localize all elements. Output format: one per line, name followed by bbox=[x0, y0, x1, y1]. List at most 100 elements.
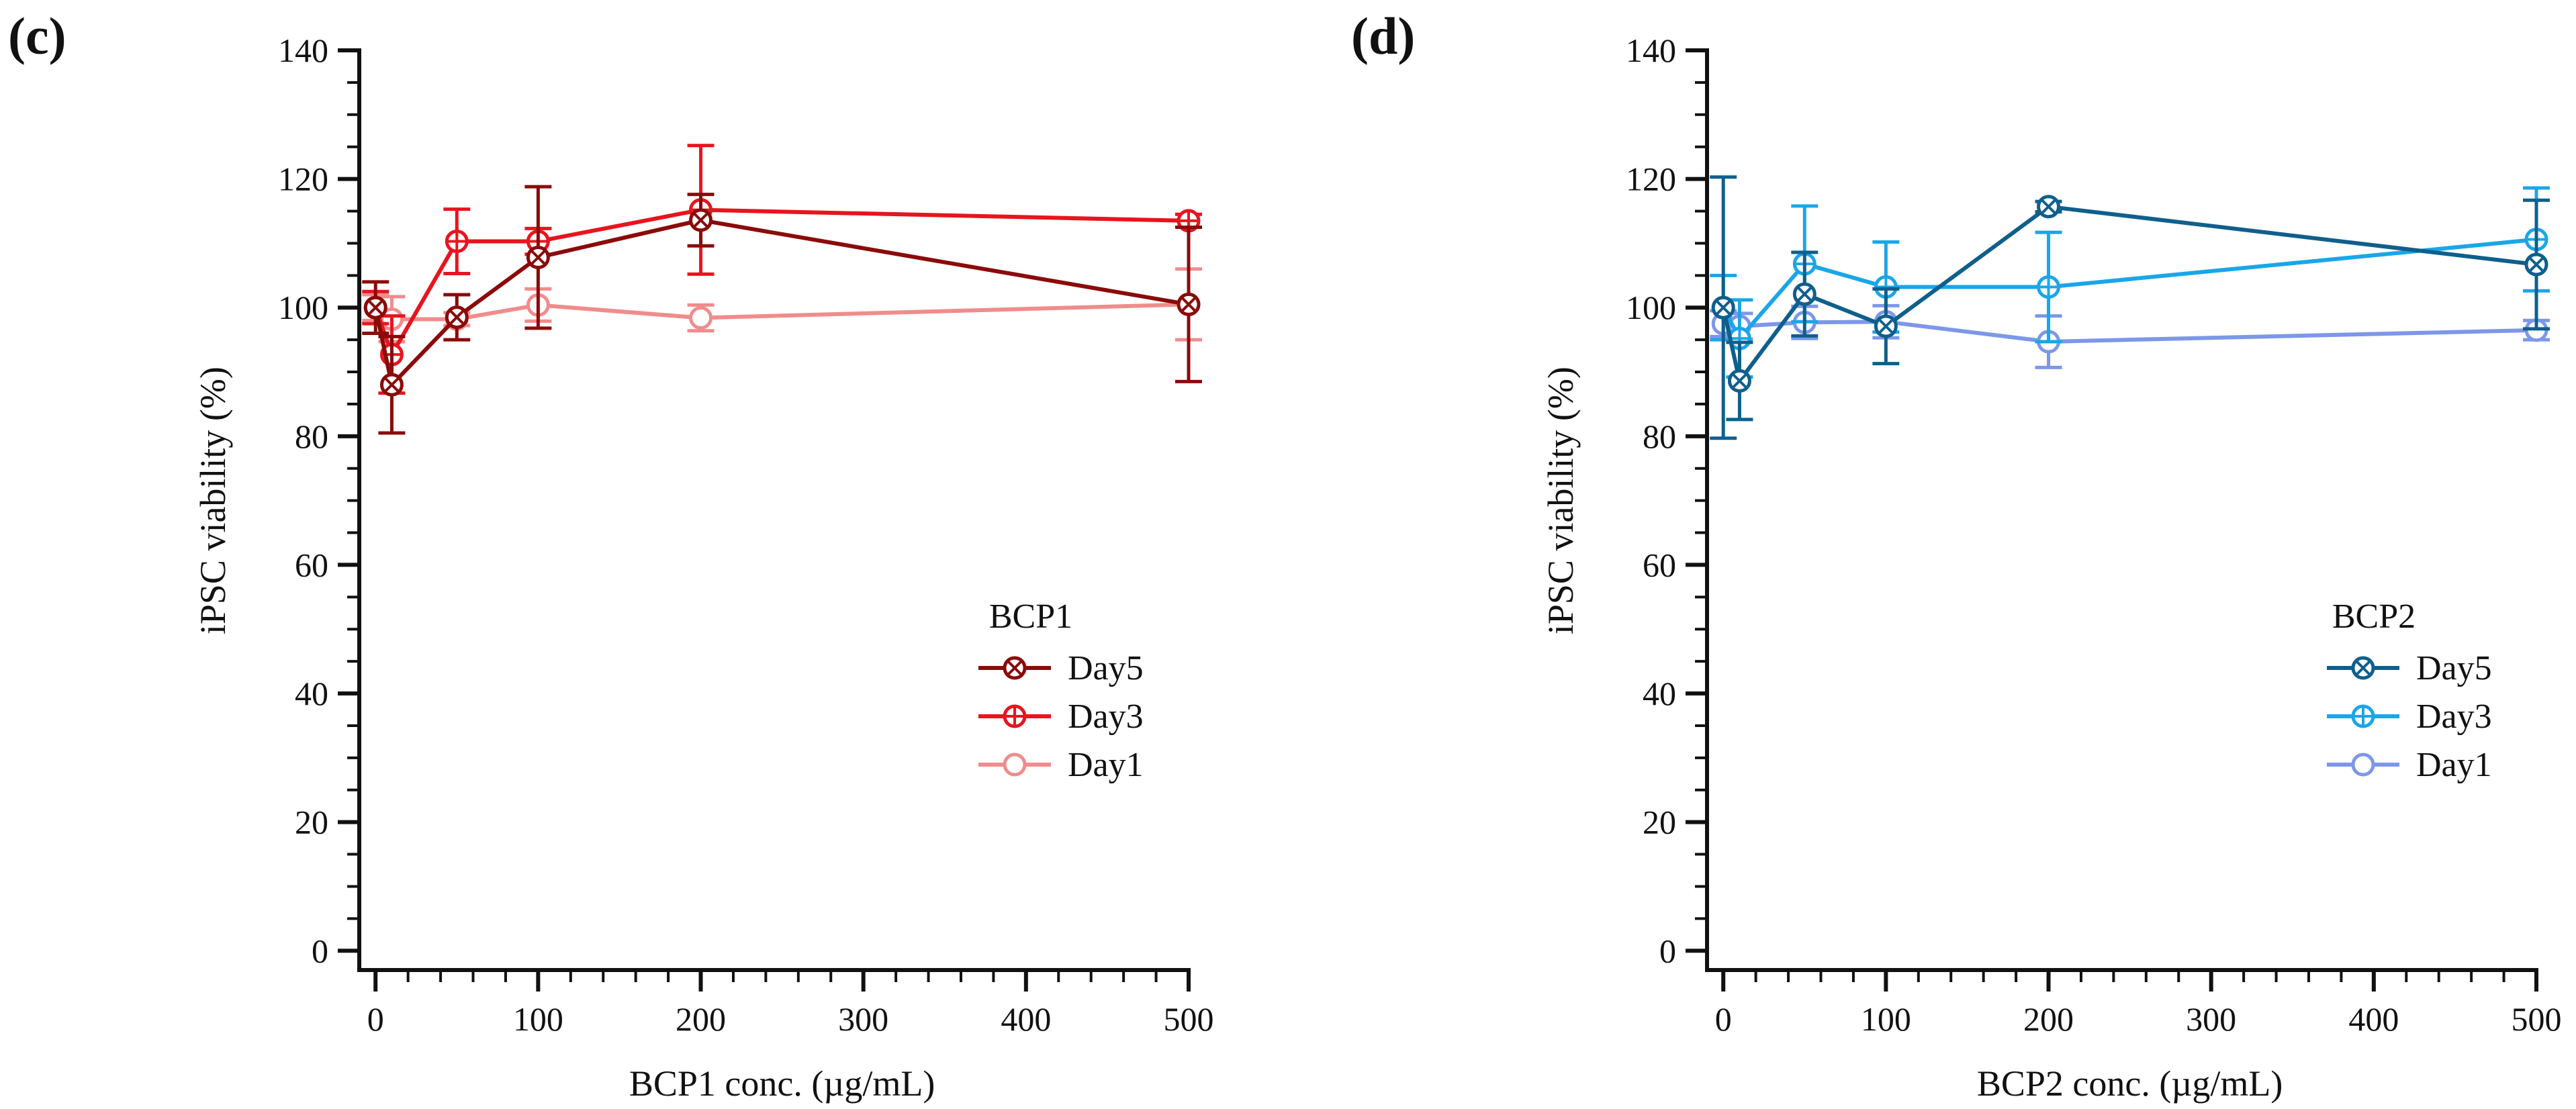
series-day1 bbox=[362, 267, 1202, 344]
marker-cross bbox=[2355, 660, 2371, 676]
legend-entry: Day5 bbox=[2327, 649, 2492, 687]
legend-title: BCP2 bbox=[2332, 597, 2416, 636]
y-tick-label: 40 bbox=[295, 675, 328, 712]
y-tick-label: 40 bbox=[1643, 675, 1676, 712]
y-tick-label: 0 bbox=[312, 932, 328, 969]
legend-marker bbox=[2351, 656, 2375, 680]
marker-cross bbox=[2528, 256, 2544, 273]
data-point bbox=[379, 373, 404, 397]
series-day3 bbox=[362, 144, 1202, 395]
legend-entry: Day3 bbox=[2327, 697, 2492, 736]
data-point bbox=[1177, 292, 1201, 316]
data-point bbox=[2037, 275, 2061, 299]
data-point bbox=[1792, 282, 1816, 306]
legend-entry: Day1 bbox=[978, 746, 1144, 784]
marker-circle bbox=[689, 306, 713, 330]
x-tick-label: 100 bbox=[513, 1000, 563, 1038]
marker-cross bbox=[449, 309, 465, 326]
series-day5 bbox=[1710, 175, 2550, 440]
marker-cross bbox=[530, 249, 547, 266]
x-axis-label: BCP1 conc. (µg/mL) bbox=[629, 1063, 935, 1104]
series-line bbox=[373, 218, 1189, 387]
legend-marker bbox=[2351, 704, 2375, 728]
x-tick-label: 0 bbox=[1715, 1000, 1732, 1038]
x-tick-label: 400 bbox=[2348, 1000, 2399, 1038]
legend-title: BCP1 bbox=[989, 597, 1072, 636]
data-point bbox=[526, 245, 550, 269]
legend-label: Day5 bbox=[1068, 649, 1144, 687]
y-axis-label: iPSC viability (%) bbox=[193, 367, 233, 634]
marker-cross bbox=[367, 299, 384, 316]
x-tick-label: 300 bbox=[2186, 1000, 2236, 1038]
y-tick-label: 20 bbox=[1643, 804, 1676, 841]
data-point bbox=[445, 305, 469, 330]
legend-marker bbox=[2351, 753, 2375, 777]
y-tick-label: 100 bbox=[1626, 289, 1676, 326]
marker-cross bbox=[383, 377, 400, 393]
data-point bbox=[2524, 252, 2548, 277]
marker-cross bbox=[1181, 296, 1197, 313]
y-tick-label: 120 bbox=[1626, 160, 1676, 198]
y-tick-label: 0 bbox=[1659, 932, 1676, 969]
series-line bbox=[1722, 320, 2537, 344]
x-tick-label: 100 bbox=[1861, 1000, 1911, 1038]
data-point bbox=[689, 306, 713, 330]
legend-label: Day3 bbox=[2416, 697, 2492, 736]
panel-d: (d) 0 20 40 60 80 100 120 140 0 100 200 300 400 500 BCP… bbox=[1351, 7, 2562, 1104]
x-tick-label: 200 bbox=[2023, 1000, 2074, 1038]
legend-marker bbox=[1003, 704, 1027, 728]
y-tick-label: 60 bbox=[1643, 546, 1676, 583]
x-axis-label: BCP2 conc. (µg/mL) bbox=[1977, 1063, 2283, 1104]
legend-marker bbox=[1003, 656, 1027, 680]
panel-label: (c) bbox=[8, 7, 66, 65]
y-tick-label: 140 bbox=[1626, 32, 1676, 69]
panel-label: (d) bbox=[1351, 7, 1415, 65]
legend-label: Day1 bbox=[1068, 746, 1144, 784]
legend-entry: Day1 bbox=[2327, 746, 2492, 784]
data-point bbox=[1711, 295, 1735, 320]
marker-circle bbox=[2351, 753, 2375, 777]
series-day5 bbox=[362, 185, 1202, 435]
data-point bbox=[689, 208, 713, 232]
data-point bbox=[1874, 314, 1898, 338]
legend-marker bbox=[1003, 753, 1027, 777]
x-tick-label: 300 bbox=[838, 1000, 888, 1038]
marker-cross bbox=[692, 212, 709, 228]
y-tick-label: 120 bbox=[278, 160, 328, 198]
legend: BCP1 Day5 Day3 Day1 bbox=[978, 597, 1144, 784]
marker-cross bbox=[1878, 318, 1894, 334]
marker-cross bbox=[1796, 286, 1813, 303]
y-tick-label: 60 bbox=[295, 546, 328, 583]
legend-entry: Day3 bbox=[978, 697, 1144, 736]
data-point bbox=[1727, 369, 1751, 393]
panel-c: (c) 0 20 40 60 80 100 120 140 0 100 200 300 400 500 BCP… bbox=[8, 7, 1214, 1104]
y-tick-label: 100 bbox=[278, 289, 328, 326]
legend-label: Day1 bbox=[2416, 746, 2492, 784]
legend-entry: Day5 bbox=[978, 649, 1144, 687]
marker-cross bbox=[1715, 299, 1732, 316]
x-tick-label: 400 bbox=[1001, 1000, 1051, 1038]
x-tick-label: 500 bbox=[1164, 1000, 1214, 1038]
series-line bbox=[1721, 204, 2537, 383]
y-tick-label: 80 bbox=[1643, 418, 1676, 455]
y-tick-label: 20 bbox=[295, 804, 328, 841]
y-tick-label: 140 bbox=[278, 32, 328, 69]
marker-cross bbox=[2040, 198, 2057, 215]
y-tick-label: 80 bbox=[295, 418, 328, 455]
x-tick-label: 500 bbox=[2512, 1000, 2562, 1038]
series-line bbox=[374, 302, 1189, 322]
data-point bbox=[2037, 195, 2061, 219]
marker-cross bbox=[1731, 373, 1748, 389]
legend-label: Day3 bbox=[1068, 697, 1144, 736]
series-day1 bbox=[1710, 303, 2550, 369]
x-tick-label: 200 bbox=[676, 1000, 726, 1038]
data-point bbox=[363, 295, 387, 320]
marker-circle bbox=[1003, 753, 1027, 777]
y-axis-label: iPSC viability (%) bbox=[1540, 367, 1581, 634]
x-tick-label: 0 bbox=[367, 1000, 384, 1038]
data-point bbox=[445, 230, 469, 254]
legend-label: Day5 bbox=[2416, 649, 2492, 687]
marker-cross bbox=[1007, 660, 1023, 676]
